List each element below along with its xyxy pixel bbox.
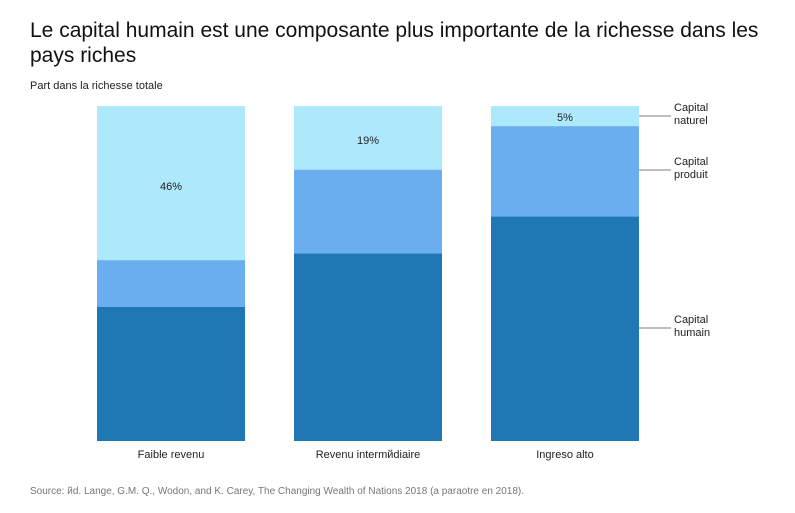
- bar-capital-humain-1: [97, 307, 245, 441]
- bar-capital-naturel-2: [294, 106, 442, 170]
- category-label-1: Faible revenu: [138, 449, 205, 461]
- bar-capital-humain-2: [294, 253, 442, 441]
- bar-capital-naturel-3: [491, 106, 639, 127]
- source-note: Source: йd. Lange, G.M. Q., Wodon, and K…: [30, 486, 525, 497]
- data-label-2: 19%: [357, 135, 379, 147]
- bar-capital-produit-2: [294, 169, 442, 254]
- data-label-1: 46%: [160, 181, 182, 193]
- legend-label-1: Capital naturel: [674, 102, 708, 127]
- bar-capital-produit-3: [491, 126, 639, 217]
- category-label-2: Revenu intermйdiaire: [316, 449, 421, 461]
- category-label-3: Ingreso alto: [536, 449, 593, 461]
- bar-capital-naturel-1: [97, 106, 245, 261]
- chart-subtitle: Part dans la richesse totale: [30, 80, 163, 92]
- bar-capital-humain-3: [491, 216, 639, 441]
- legend-label-2: Capital produit: [674, 156, 708, 181]
- bar-capital-produit-1: [97, 260, 245, 307]
- data-label-3: 5%: [557, 112, 573, 124]
- legend-label-3: Capital humain: [674, 314, 710, 339]
- chart-title: Le capital humain est une composante plu…: [30, 19, 759, 67]
